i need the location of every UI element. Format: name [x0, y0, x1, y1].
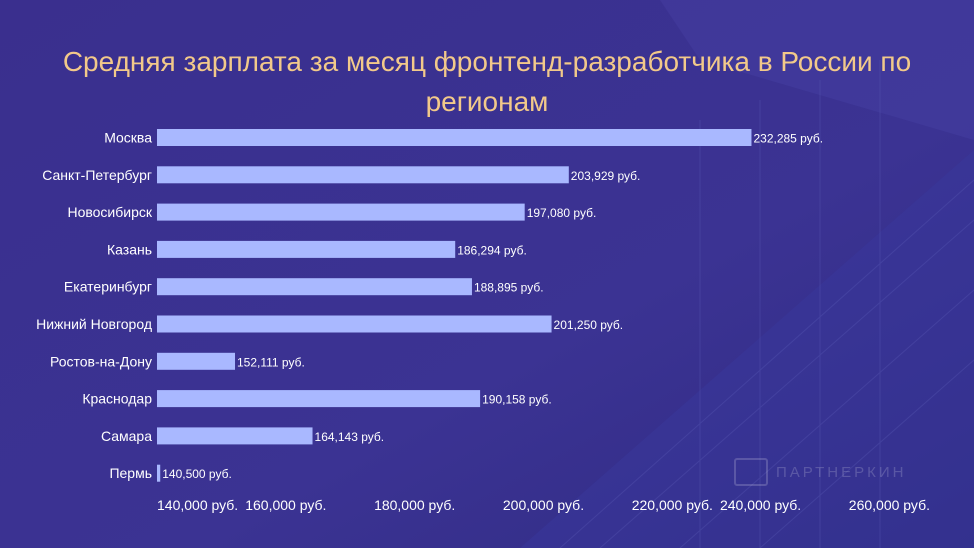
x-tick-label: 260,000 руб.	[849, 497, 930, 513]
chart-title: Средняя зарплата за месяц фронтенд-разра…	[62, 46, 912, 117]
data-label: 140,500 руб.	[162, 467, 232, 481]
data-label: 164,143 руб.	[315, 430, 385, 444]
bar	[157, 203, 525, 221]
category-label: Екатеринбург	[64, 279, 152, 295]
data-label: 186,294 руб.	[457, 243, 527, 257]
category-label: Краснодар	[82, 391, 152, 407]
watermark-logo-icon	[734, 458, 768, 486]
watermark-text: ПАРТНЕРКИН	[776, 463, 907, 481]
category-label: Нижний Новгород	[36, 316, 152, 332]
category-label: Казань	[107, 241, 152, 257]
data-label: 197,080 руб.	[527, 206, 597, 220]
x-tick-label: 140,000 руб.	[157, 497, 238, 513]
category-label: Самара	[101, 428, 152, 444]
data-label: 152,111 руб.	[237, 355, 305, 369]
category-label: Санкт-Петербург	[42, 167, 152, 183]
category-label: Пермь	[109, 465, 152, 481]
data-label: 188,895 руб.	[474, 281, 544, 295]
bar	[157, 427, 313, 445]
watermark: ПАРТНЕРКИН	[734, 458, 906, 486]
data-label: 232,285 руб.	[753, 132, 823, 146]
bar	[157, 278, 472, 296]
x-tick-label: 220,000 руб.	[632, 497, 713, 513]
category-label: Ростов-на-Дону	[50, 353, 152, 369]
category-label: Новосибирск	[67, 204, 152, 220]
bar	[157, 464, 161, 482]
bar	[157, 240, 456, 258]
bar	[157, 129, 752, 146]
x-tick-label: 240,000 руб.	[720, 497, 801, 513]
bar	[157, 352, 236, 370]
bar	[157, 315, 552, 333]
x-tick-label: 160,000 руб.	[245, 497, 326, 513]
bar	[157, 390, 481, 408]
bar	[157, 166, 569, 184]
category-label: Москва	[104, 130, 152, 146]
x-tick-label: 180,000 руб.	[374, 497, 455, 513]
x-tick-label: 200,000 руб.	[503, 497, 584, 513]
data-label: 190,158 руб.	[482, 393, 552, 407]
data-label: 203,929 руб.	[571, 169, 641, 183]
data-label: 201,250 руб.	[554, 318, 624, 332]
